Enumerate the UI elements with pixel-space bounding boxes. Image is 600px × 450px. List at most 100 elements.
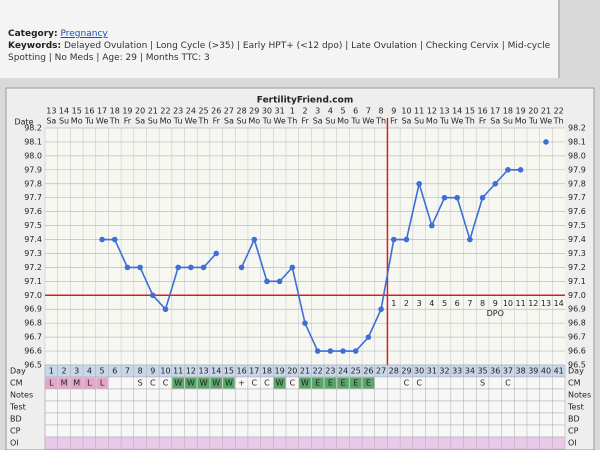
temperature-point [175,264,181,271]
weekday-label: Th [286,117,297,126]
cm-cell [362,377,375,389]
temperature-point [188,264,194,271]
weekday-label: Mo [160,117,172,126]
row-label: Test [9,403,26,412]
cm-value: E [366,379,371,388]
weekday-label: Sa [46,117,56,126]
y-tick-label-right: 97.3 [568,249,586,258]
weekday-label: Sa [135,117,145,126]
y-tick-label-right: 96.6 [568,347,586,356]
x-tick-label: 18 [503,107,513,116]
x-tick-label: 20 [135,107,145,116]
keywords-label: Keywords: [8,41,62,51]
day-number: 7 [125,367,130,376]
cm-cell [172,377,185,389]
cm-cell [210,377,223,389]
x-tick-label: 20 [528,107,538,116]
cm-value: E [353,379,358,388]
temperature-point [213,250,220,257]
day-number: 8 [138,367,143,376]
cm-value: C [505,379,511,388]
y-tick-label-right: 97.4 [568,235,586,244]
cm-value: S [138,379,143,388]
temperature-point [289,264,296,271]
weekday-label: Th [375,117,386,126]
weekday-label: Tu [528,117,538,126]
x-tick-label: 27 [224,107,234,116]
table-row [44,412,566,426]
y-tick-label: 98.2 [24,124,42,133]
cm-cell [337,377,349,389]
dpo-label: 7 [467,299,472,308]
y-tick-label-right: 97.2 [568,263,586,272]
chart-title: FertilityFriend.com [257,96,353,106]
dpo-label: 8 [480,299,485,308]
x-tick-label: 9 [391,107,396,116]
x-tick-label: 16 [84,107,94,116]
temperature-point [365,334,372,340]
row-label: OI [10,439,19,448]
cm-value: C [150,379,156,388]
dpo-label: 13 [541,299,551,308]
x-tick-label: 4 [328,107,333,116]
cm-value: W [200,379,208,388]
category-link[interactable]: Pregnancy [60,29,108,39]
cm-cell [311,377,324,389]
cm-cell [159,377,172,389]
x-tick-label: 19 [516,107,526,116]
weekday-label: Mo [515,117,527,126]
y-tick-label: 98.0 [24,151,42,160]
weekday-label: Sa [490,117,500,126]
cm-cell [502,377,514,389]
day-number: 19 [275,367,285,376]
row-label-right: Test [567,403,584,412]
y-tick-label: 97.9 [24,165,42,174]
y-tick-label: 97.4 [24,235,42,244]
y-tick-label-right: 97.5 [568,221,586,230]
table-row [44,436,566,450]
x-tick-label: 29 [249,107,259,116]
y-tick-label-right: 97.0 [568,291,586,300]
y-tick-label: 96.6 [24,347,42,356]
day-number: 2 [61,367,66,376]
weekday-label: Su [503,117,513,126]
row-label: Notes [10,391,33,400]
weekday-label: Th [464,117,475,126]
x-tick-label: 3 [315,107,320,116]
x-tick-label: 18 [110,107,120,116]
day-number: 17 [249,367,259,376]
y-tick-label-right: 97.9 [568,165,586,174]
day-number: 25 [351,367,361,376]
temperature-point [454,194,460,201]
y-tick-label-right: 96.7 [568,333,586,342]
cm-cell [146,377,159,389]
x-tick-label: 22 [160,107,170,116]
y-tick-label: 96.9 [24,305,42,314]
y-tick-label: 97.0 [24,291,42,300]
y-tick-label-right: 97.1 [568,277,586,286]
temperature-point [200,264,207,271]
cm-cell [83,377,96,389]
day-number: 41 [554,367,564,376]
dpo-title: DPO [487,309,504,318]
x-tick-label: 30 [262,107,272,116]
temperature-point [137,264,143,271]
x-tick-label: 21 [148,107,158,116]
cm-cell [96,377,108,389]
category-line: Category: Pregnancy [8,28,558,40]
temperature-point [150,292,156,299]
cm-cell [349,377,362,389]
table-row [44,388,566,402]
temperature-point [162,306,169,313]
weekday-label: Fr [390,117,398,126]
cm-value: L [100,379,105,388]
weekday-label: We [540,117,552,126]
x-tick-label: 21 [541,107,551,116]
cm-cell [261,377,273,389]
day-number: 3 [74,367,79,376]
x-tick-label: 16 [477,107,487,116]
weekday-label: Th [109,117,120,126]
weekday-label: Mo [248,117,260,126]
temperature-point [543,139,549,145]
cm-cell [185,377,197,389]
